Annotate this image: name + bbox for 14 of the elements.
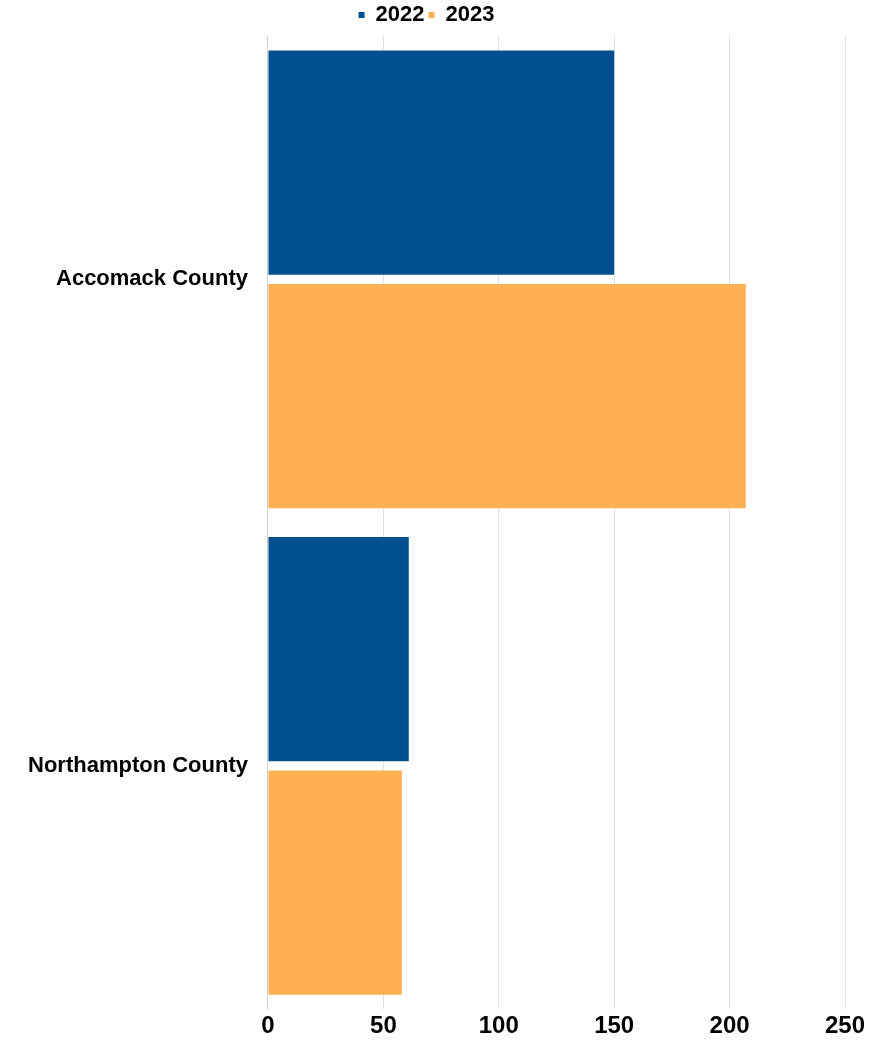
y-tick-label: Accomack County [56, 265, 249, 291]
x-tick-label: 150 [594, 1011, 635, 1039]
bar [268, 770, 402, 995]
bar [268, 537, 409, 762]
bar [268, 283, 746, 509]
x-tick-label: 200 [709, 1011, 750, 1039]
legend-label: 2023 [445, 1, 495, 27]
legend-label: 2022 [375, 1, 425, 27]
x-tick-label: 0 [261, 1011, 275, 1039]
bar [268, 50, 615, 275]
x-tick-label: 50 [370, 1011, 397, 1039]
x-tick-label: 100 [478, 1011, 519, 1039]
y-tick-label: Northampton County [28, 751, 249, 777]
x-tick-label: 250 [824, 1011, 866, 1039]
